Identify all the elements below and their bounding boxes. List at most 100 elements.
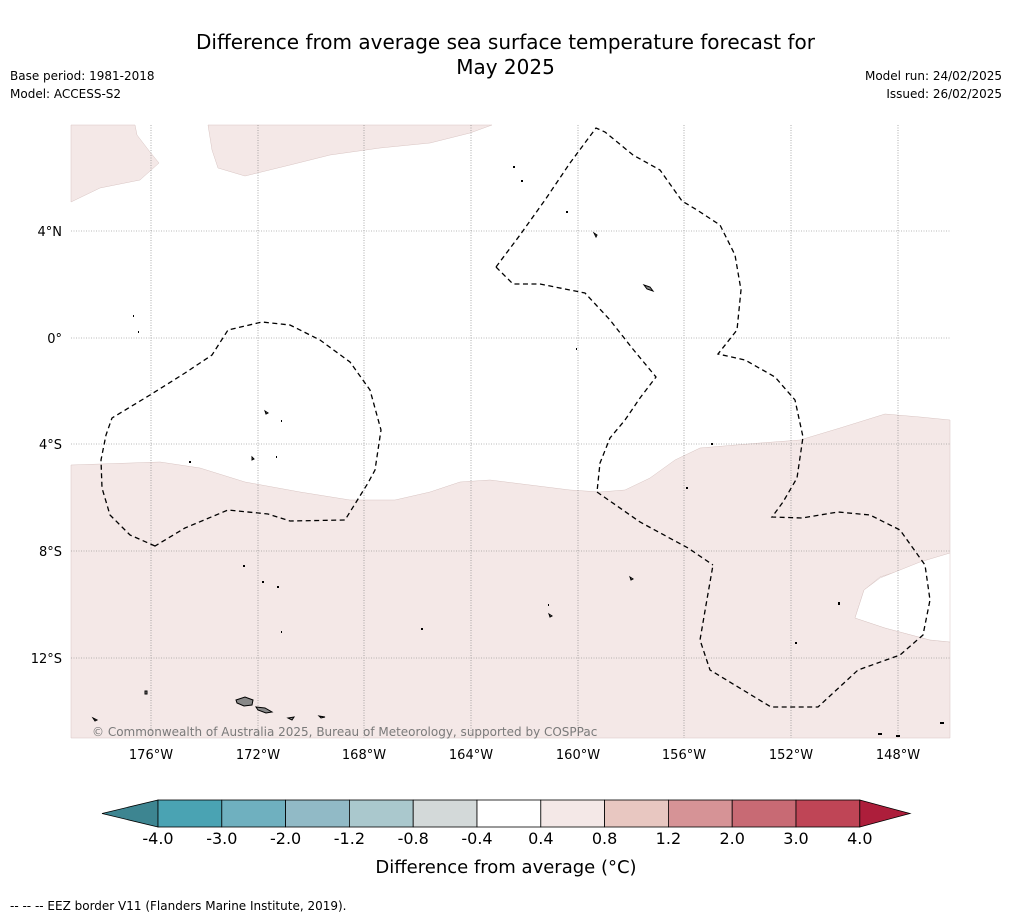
islet-1 [513, 166, 515, 168]
islet-11 [243, 565, 245, 567]
islet-2 [521, 180, 523, 182]
lon-label-176w: 176°W [129, 748, 173, 763]
island-j [251, 455, 255, 461]
islet-21 [940, 722, 944, 724]
islet-9 [795, 642, 797, 644]
colorbar-swatch-8 [604, 799, 669, 828]
eez-borders [100, 127, 931, 708]
colorbar-arrow-high [859, 799, 912, 828]
colorbar-tick-label: -4.0 [142, 829, 173, 848]
issued-date: Issued: 26/02/2025 [886, 87, 1002, 101]
islet-8 [838, 602, 840, 605]
lat-label-4n: 4°N [38, 225, 63, 240]
anomaly-region-north [207, 124, 493, 177]
meta-right: Model run: 24/02/2025 Issued: 26/02/2025 [865, 67, 1002, 103]
eez-cook-north [596, 491, 714, 566]
colorbar-swatch-4 [348, 799, 414, 828]
samoa-savaii [235, 696, 254, 707]
colorbar-tick-label: 0.8 [592, 829, 617, 848]
islet-3 [566, 211, 568, 213]
lat-label-8s: 8°S [39, 545, 62, 560]
land [91, 231, 655, 722]
islet-16 [276, 456, 277, 458]
copyright-text: © Commonwealth of Australia 2025, Bureau… [92, 725, 597, 739]
island-d [317, 715, 326, 719]
islet-10 [421, 628, 423, 630]
colorbar-swatch-1 [157, 799, 223, 828]
islet-4 [576, 348, 577, 350]
island-f [642, 284, 655, 292]
island-a [144, 690, 148, 695]
islet-14 [189, 461, 191, 463]
lat-labels: 4°N 0° 4°S 8°S 12°S [31, 225, 62, 667]
graticule [71, 125, 950, 738]
colorbar-arrow-low [101, 799, 159, 828]
lat-label-12s: 12°S [31, 652, 62, 667]
lon-label-168w: 168°W [342, 748, 386, 763]
island-e [592, 231, 598, 239]
anomaly-region-nw [70, 124, 160, 203]
island-c [286, 716, 296, 721]
colorbar-ticks: -4.0 -3.0 -2.0 -1.2 -0.8 -0.4 0.4 0.8 1.2 2.0 3.0 4… [142, 829, 872, 848]
colorbar-tick-label: -0.4 [461, 829, 492, 848]
anomaly-region-south [70, 413, 951, 739]
island-b [91, 716, 99, 722]
samoa-upolu [254, 706, 274, 714]
islet-13 [277, 586, 279, 588]
island-i [264, 409, 269, 415]
lon-label-160w: 160°W [556, 748, 600, 763]
colorbar-tick-label: -0.8 [398, 829, 429, 848]
colorbar-tick-label: 4.0 [847, 829, 872, 848]
colorbar-swatch-7 [540, 799, 605, 828]
colorbar-tick-label: 3.0 [783, 829, 808, 848]
colorbar-swatch-11 [795, 799, 861, 828]
islet-19 [138, 331, 139, 333]
title-line-2: May 2025 [456, 55, 555, 79]
eez-kiribati-west [495, 266, 657, 493]
model-run: Model run: 24/02/2025 [864, 69, 1002, 83]
islet-22 [896, 735, 900, 737]
colorbar-swatch-3 [285, 799, 350, 828]
colorbar-swatch-9 [668, 799, 733, 828]
colorbar-label: Difference from average (°C) [375, 857, 636, 878]
colorbar: -4.0 -3.0 -2.0 -1.2 -0.8 -0.4 0.4 0.8 1.2 2.0 3.0 4… [101, 799, 912, 878]
colorbar-tick-label: -1.2 [334, 829, 365, 848]
colorbar-tick-label: 0.4 [528, 829, 553, 848]
colorbar-swatch-5 [412, 799, 478, 828]
map-title: Difference from average sea surface temp… [0, 30, 1011, 80]
island-h [548, 612, 553, 618]
tiny-islets [133, 166, 944, 737]
map-plot-area: © Commonwealth of Australia 2025, Bureau… [31, 124, 951, 763]
colorbar-tick-label: 2.0 [719, 829, 744, 848]
islet-6 [686, 487, 688, 489]
islet-7 [548, 604, 549, 606]
colorbar-swatches [101, 799, 912, 828]
colorbar-tick-label: 1.2 [656, 829, 681, 848]
eez-tokelau [100, 321, 382, 547]
colorbar-tick-label: -3.0 [206, 829, 237, 848]
model-name: Model: ACCESS-S2 [10, 87, 122, 101]
islet-5 [711, 443, 713, 445]
lat-label-0: 0° [47, 332, 62, 347]
islet-12 [262, 581, 264, 583]
colorbar-swatch-6 [476, 799, 542, 828]
lon-label-148w: 148°W [876, 748, 920, 763]
islet-20 [878, 733, 882, 735]
colorbar-tick-label: -2.0 [270, 829, 301, 848]
lat-label-4s: 4°S [39, 438, 62, 453]
lon-label-164w: 164°W [449, 748, 493, 763]
islet-17 [281, 631, 282, 633]
meta-left: Base period: 1981-2018 Model: ACCESS-S2 [10, 67, 155, 103]
title-line-1: Difference from average sea surface temp… [195, 30, 815, 54]
colorbar-swatch-10 [731, 799, 797, 828]
anomaly-fill [70, 124, 951, 739]
lon-labels: 176°W 172°W 168°W 164°W 160°W 156°W 152°… [129, 748, 920, 763]
island-g [629, 575, 634, 581]
eez-kiribati-line [495, 127, 931, 708]
eez-footnote: -- -- -- EEZ border V11 (Flanders Marine… [10, 899, 347, 913]
islet-18 [133, 315, 134, 317]
colorbar-swatch-2 [221, 799, 287, 828]
islet-15 [281, 420, 282, 422]
lon-label-152w: 152°W [769, 748, 813, 763]
